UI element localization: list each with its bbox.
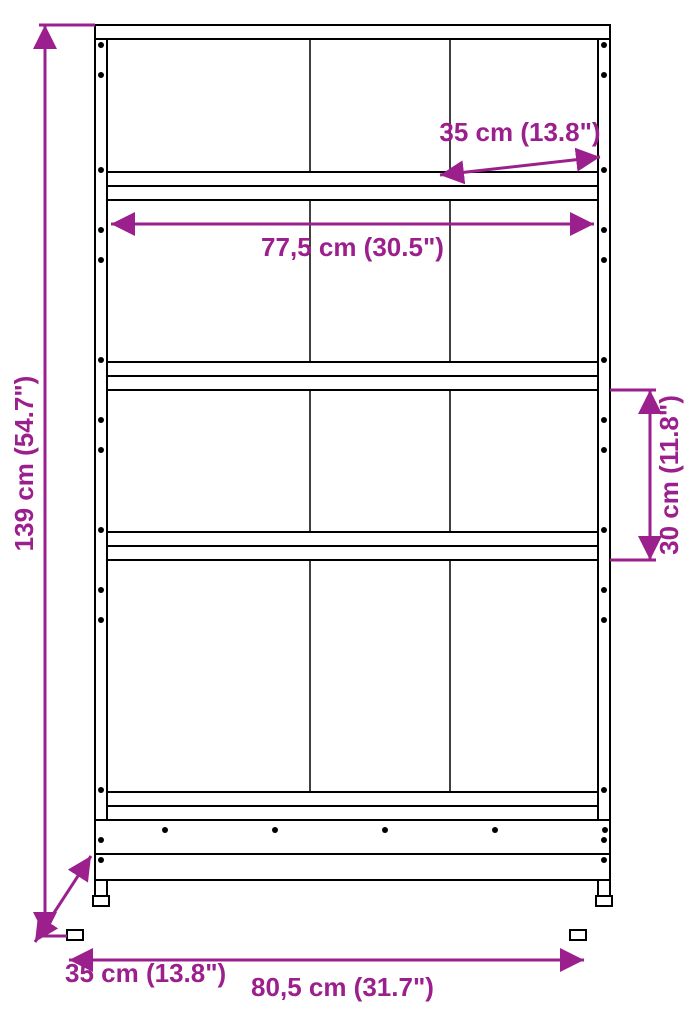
label-inner-width: 77,5 cm (30.5") [261, 232, 444, 262]
label-outer-width: 80,5 cm (31.7") [251, 972, 434, 1002]
label-shelf-gap: 30 cm (11.8") [654, 395, 684, 555]
label-top-depth: 35 cm (13.8") [439, 117, 600, 147]
dimension-diagram: 139 cm (54.7") 30 cm (11.8") 35 cm (13.8")… [0, 0, 696, 1013]
label-height: 139 cm (54.7") [9, 376, 39, 552]
label-base-depth: 35 cm (13.8") [65, 958, 226, 988]
